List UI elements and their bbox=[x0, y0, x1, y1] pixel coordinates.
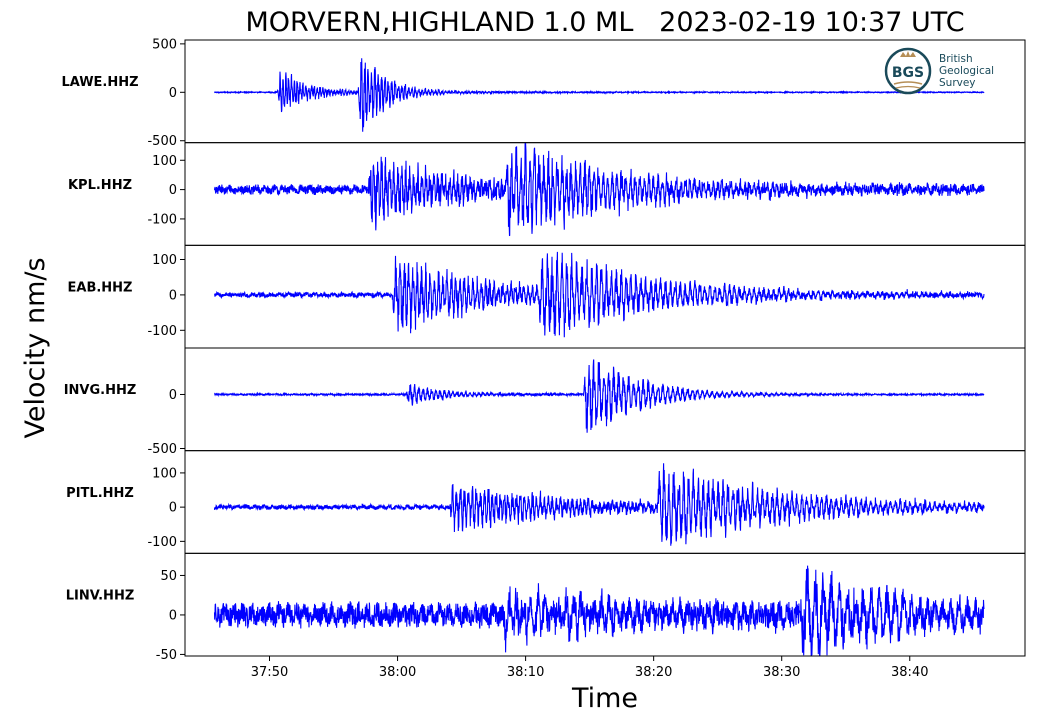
y-tick-label: 0 bbox=[169, 183, 177, 198]
waveform-trace bbox=[213, 143, 985, 237]
bgs-logo-mark: BGS bbox=[892, 65, 924, 81]
y-tick-label: 100 bbox=[152, 466, 177, 481]
panel-frame bbox=[184, 552, 1026, 657]
waveform-trace bbox=[214, 359, 985, 433]
waveform-trace bbox=[214, 58, 985, 132]
waveform-trace bbox=[213, 463, 985, 546]
y-tick-label: 100 bbox=[152, 154, 177, 169]
y-tick-label: -100 bbox=[147, 535, 177, 550]
x-tick-label: 38:40 bbox=[891, 665, 928, 680]
station-panels: 5000-500LAWE.HHZ1000-100KPL.HHZ1000-100E… bbox=[61, 37, 1026, 663]
logo-text-line: Survey bbox=[939, 77, 976, 89]
x-tick-label: 38:30 bbox=[763, 665, 800, 680]
station-label: PITL.HHZ bbox=[66, 486, 134, 501]
x-axis: 37:50 38:00 38:10 38:20 38:30 38:40 bbox=[251, 656, 928, 680]
y-tick-label: 0 bbox=[169, 86, 177, 101]
waveform-trace bbox=[214, 251, 985, 338]
station-label: EAB.HHZ bbox=[68, 281, 133, 296]
logo-text-line: British bbox=[939, 53, 973, 65]
y-tick-label: -50 bbox=[156, 648, 177, 663]
station-panel: 50 0 -50 LINV.HHZ bbox=[66, 552, 1026, 663]
crown-icon bbox=[900, 51, 916, 57]
x-tick-label: 38:20 bbox=[635, 665, 672, 680]
x-tick-label: 38:00 bbox=[379, 665, 416, 680]
logo-wave-icon bbox=[893, 81, 923, 85]
logo-wave-icon bbox=[895, 85, 921, 89]
station-panel: 100 0 -100 KPL.HHZ bbox=[68, 142, 1026, 246]
bgs-logo: BGS British Geological Survey bbox=[884, 47, 994, 95]
x-tick-label: 37:50 bbox=[251, 665, 288, 680]
logo-text-line: Geological bbox=[939, 65, 994, 77]
y-tick-label: 0 bbox=[169, 608, 177, 623]
y-tick-label: 50 bbox=[160, 569, 177, 584]
chart-title: MORVERN,HIGHLAND 1.0 ML 2023-02-19 10:37… bbox=[245, 7, 964, 38]
y-tick-label: -500 bbox=[147, 442, 177, 457]
station-label: LAWE.HHZ bbox=[61, 75, 138, 90]
y-axis-label: Velocity nm/s bbox=[20, 257, 51, 438]
y-tick-label: 100 bbox=[152, 253, 177, 268]
x-tick-label: 38:10 bbox=[507, 665, 544, 680]
y-tick-label: -100 bbox=[147, 324, 177, 339]
station-label: INVG.HHZ bbox=[64, 383, 137, 398]
y-tick-label: -500 bbox=[147, 134, 177, 149]
y-tick-label: 0 bbox=[169, 388, 177, 403]
y-tick-label: 0 bbox=[169, 501, 177, 516]
x-axis-label: Time bbox=[571, 683, 638, 714]
waveform-trace bbox=[213, 565, 985, 656]
y-tick-label: 0 bbox=[169, 288, 177, 303]
y-tick-label: 500 bbox=[152, 37, 177, 52]
station-label: LINV.HHZ bbox=[66, 589, 135, 604]
bgs-logo-ring bbox=[884, 47, 932, 95]
y-tick-label: -100 bbox=[147, 212, 177, 227]
station-label: KPL.HHZ bbox=[68, 178, 132, 193]
